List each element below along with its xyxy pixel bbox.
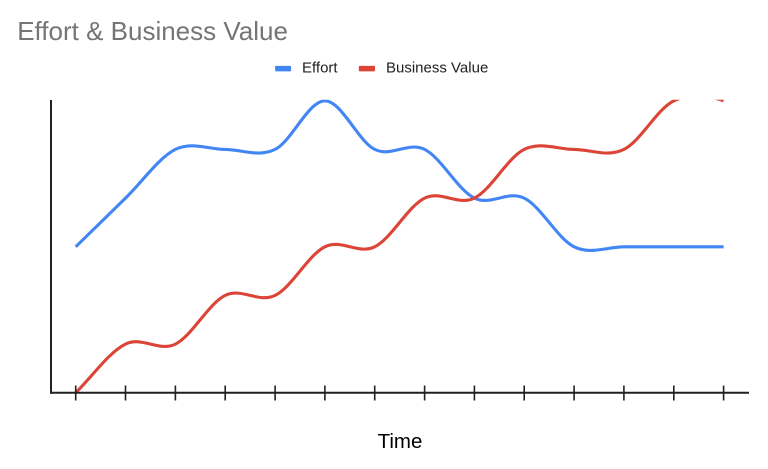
svg-text:Effort & Business Value: Effort & Business Value — [17, 16, 288, 46]
svg-text:Business Value: Business Value — [386, 60, 488, 77]
svg-text:Time: Time — [378, 430, 423, 453]
svg-text:Effort: Effort — [302, 60, 338, 77]
